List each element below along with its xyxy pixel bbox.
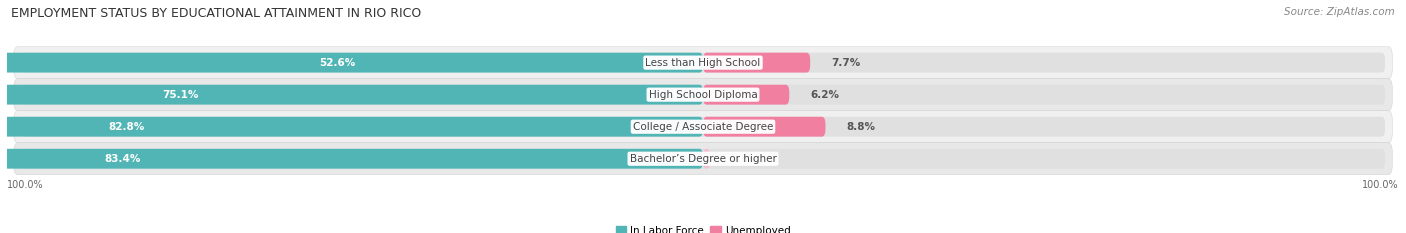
FancyBboxPatch shape (0, 117, 703, 137)
Text: 83.4%: 83.4% (104, 154, 141, 164)
Text: 52.6%: 52.6% (319, 58, 356, 68)
FancyBboxPatch shape (0, 53, 703, 72)
FancyBboxPatch shape (21, 117, 1385, 137)
Text: 8.8%: 8.8% (846, 122, 876, 132)
Text: EMPLOYMENT STATUS BY EDUCATIONAL ATTAINMENT IN RIO RICO: EMPLOYMENT STATUS BY EDUCATIONAL ATTAINM… (11, 7, 422, 20)
FancyBboxPatch shape (0, 85, 703, 105)
FancyBboxPatch shape (14, 143, 1392, 175)
FancyBboxPatch shape (14, 79, 1392, 111)
FancyBboxPatch shape (703, 53, 810, 72)
Text: College / Associate Degree: College / Associate Degree (633, 122, 773, 132)
FancyBboxPatch shape (703, 149, 710, 169)
FancyBboxPatch shape (0, 149, 703, 169)
Text: Source: ZipAtlas.com: Source: ZipAtlas.com (1284, 7, 1395, 17)
Text: 100.0%: 100.0% (1362, 180, 1399, 190)
FancyBboxPatch shape (21, 149, 1385, 169)
Text: Less than High School: Less than High School (645, 58, 761, 68)
Legend: In Labor Force, Unemployed: In Labor Force, Unemployed (612, 222, 794, 233)
Text: 7.7%: 7.7% (831, 58, 860, 68)
Text: 100.0%: 100.0% (7, 180, 44, 190)
Text: 6.2%: 6.2% (810, 90, 839, 100)
FancyBboxPatch shape (703, 117, 825, 137)
Text: 75.1%: 75.1% (162, 90, 198, 100)
Text: Bachelor’s Degree or higher: Bachelor’s Degree or higher (630, 154, 776, 164)
FancyBboxPatch shape (14, 47, 1392, 79)
FancyBboxPatch shape (21, 85, 1385, 105)
FancyBboxPatch shape (21, 53, 1385, 72)
Text: 82.8%: 82.8% (108, 122, 145, 132)
Text: 0.5%: 0.5% (731, 154, 759, 164)
FancyBboxPatch shape (703, 85, 789, 105)
FancyBboxPatch shape (14, 111, 1392, 143)
Text: High School Diploma: High School Diploma (648, 90, 758, 100)
